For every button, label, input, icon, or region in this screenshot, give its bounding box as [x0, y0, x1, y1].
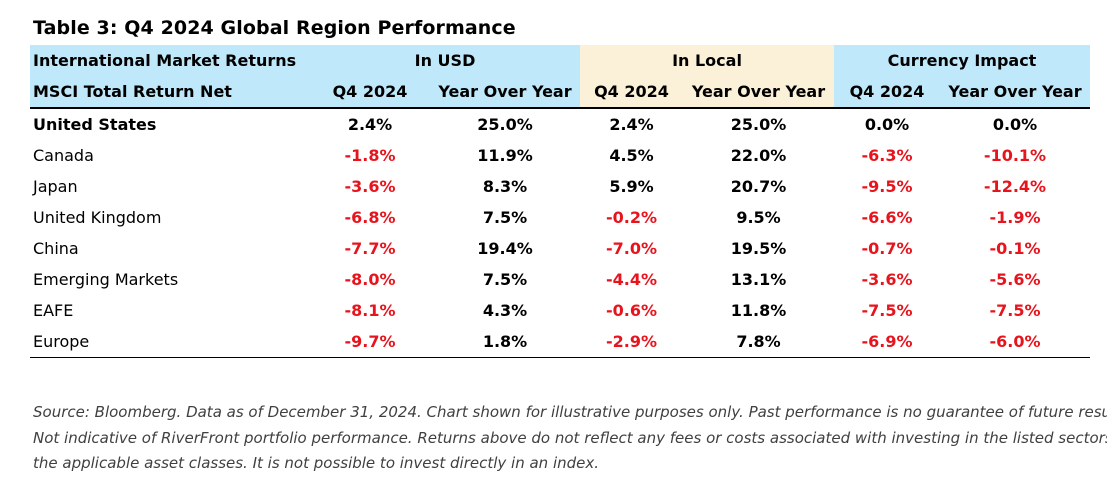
table-row: Europe -9.7% 1.8% -2.9% 7.8% -6.9% -6.0%	[30, 326, 1090, 358]
region-name: Japan	[33, 177, 78, 196]
cell-local-q4: -4.4%	[605, 270, 657, 289]
header-currency-q4: Q4 2024	[834, 76, 940, 109]
cell-cur-yoy: -6.0%	[940, 326, 1090, 358]
header-currency-impact: Currency Impact	[834, 45, 1090, 76]
cell-usd-yoy: 7.5%	[482, 270, 528, 289]
cell-local-q4: -2.9%	[580, 326, 683, 358]
cell-cur-yoy: -10.1%	[983, 146, 1047, 165]
cell-usd-yoy: 25.0%	[477, 115, 533, 134]
cell-cur-q4: -0.7%	[861, 239, 913, 258]
source-line-3: the applicable asset classes. It is not …	[33, 454, 600, 472]
header-in-local: In Local	[580, 45, 834, 76]
cell-usd-yoy: 19.4%	[477, 239, 533, 258]
cell-local-q4: -0.6%	[605, 301, 657, 320]
region-name: EAFE	[33, 301, 74, 320]
cell-local-q4: -7.0%	[605, 239, 657, 258]
table-row: Canada -1.8% 11.9% 4.5% 22.0% -6.3% -10.1%	[30, 140, 1090, 171]
table-row: China -7.7% 19.4% -7.0% 19.5% -0.7% -0.1%	[30, 233, 1090, 264]
cell-cur-q4: -9.5%	[861, 177, 913, 196]
cell-cur-q4: -6.6%	[861, 208, 913, 227]
region-name: Emerging Markets	[33, 270, 179, 289]
region-name: China	[33, 239, 79, 258]
table-row: Emerging Markets -8.0% 7.5% -4.4% 13.1% -3.6%…	[30, 264, 1090, 295]
region-name: United States	[33, 115, 157, 134]
region-name: Europe	[30, 326, 310, 358]
cell-usd-yoy: 1.8%	[430, 326, 580, 358]
cell-cur-yoy: 0.0%	[992, 115, 1038, 134]
cell-cur-q4: -6.9%	[834, 326, 940, 358]
cell-usd-q4: -8.0%	[344, 270, 396, 289]
cell-cur-q4: -3.6%	[861, 270, 913, 289]
cell-usd-q4: -3.6%	[344, 177, 396, 196]
cell-local-yoy: 9.5%	[736, 208, 781, 227]
region-name: United Kingdom	[33, 208, 162, 227]
region-name: Canada	[33, 146, 94, 165]
cell-usd-yoy: 11.9%	[477, 146, 533, 165]
cell-cur-yoy: -0.1%	[989, 239, 1041, 258]
header-row-columns: MSCI Total Return Net Q4 2024 Year Over …	[30, 76, 1090, 109]
table-body: United States 2.4% 25.0% 2.4% 25.0% 0.0% 0.0% C…	[30, 108, 1090, 358]
cell-usd-q4: 2.4%	[347, 115, 393, 134]
cell-cur-yoy: -7.5%	[989, 301, 1041, 320]
source-note: Source: Bloomberg. Data as of December 3…	[33, 400, 1107, 477]
cell-local-yoy: 22.0%	[730, 146, 787, 165]
cell-local-yoy: 20.7%	[730, 177, 787, 196]
cell-cur-yoy: -5.6%	[989, 270, 1041, 289]
cell-cur-yoy: -12.4%	[983, 177, 1047, 196]
cell-cur-q4: -7.5%	[861, 301, 913, 320]
cell-local-q4: 4.5%	[609, 146, 654, 165]
header-local-yoy: Year Over Year	[683, 76, 834, 109]
table-row: United Kingdom -6.8% 7.5% -0.2% 9.5% -6.6% -1.…	[30, 202, 1090, 233]
header-index-label: MSCI Total Return Net	[30, 76, 310, 109]
header-currency-yoy: Year Over Year	[940, 76, 1090, 109]
cell-usd-q4: -7.7%	[344, 239, 396, 258]
table-row: United States 2.4% 25.0% 2.4% 25.0% 0.0% 0.0%	[30, 108, 1090, 140]
cell-cur-yoy: -1.9%	[989, 208, 1041, 227]
table-row: Japan -3.6% 8.3% 5.9% 20.7% -9.5% -12.4%	[30, 171, 1090, 202]
header-row-groups: International Market Returns In USD In L…	[30, 45, 1090, 76]
cell-cur-q4: 0.0%	[864, 115, 910, 134]
table-title: Table 3: Q4 2024 Global Region Performan…	[33, 17, 516, 39]
performance-table: International Market Returns In USD In L…	[30, 45, 1090, 358]
header-usd-yoy: Year Over Year	[430, 76, 580, 109]
cell-usd-q4: -6.8%	[344, 208, 396, 227]
cell-local-yoy: 11.8%	[730, 301, 787, 320]
cell-local-q4: 5.9%	[609, 177, 654, 196]
cell-usd-yoy: 8.3%	[482, 177, 528, 196]
header-in-usd: In USD	[310, 45, 580, 76]
cell-cur-q4: -6.3%	[861, 146, 913, 165]
cell-usd-yoy: 4.3%	[482, 301, 528, 320]
header-local-q4: Q4 2024	[580, 76, 683, 109]
table-row: EAFE -8.1% 4.3% -0.6% 11.8% -7.5% -7.5%	[30, 295, 1090, 326]
cell-local-q4: -0.2%	[605, 208, 657, 227]
cell-local-yoy: 13.1%	[730, 270, 787, 289]
header-usd-q4: Q4 2024	[310, 76, 430, 109]
cell-usd-q4: -8.1%	[344, 301, 396, 320]
header-market-returns: International Market Returns	[30, 45, 310, 76]
cell-local-yoy: 25.0%	[730, 115, 787, 134]
cell-local-q4: 2.4%	[609, 115, 654, 134]
cell-local-yoy: 19.5%	[730, 239, 787, 258]
source-line-2: Not indicative of RiverFront portfolio p…	[33, 428, 1107, 447]
cell-usd-yoy: 7.5%	[482, 208, 528, 227]
cell-usd-q4: -9.7%	[310, 326, 430, 358]
cell-usd-q4: -1.8%	[344, 146, 396, 165]
cell-local-yoy: 7.8%	[683, 326, 834, 358]
source-line-1: Source: Bloomberg. Data as of December 3…	[33, 403, 1107, 421]
